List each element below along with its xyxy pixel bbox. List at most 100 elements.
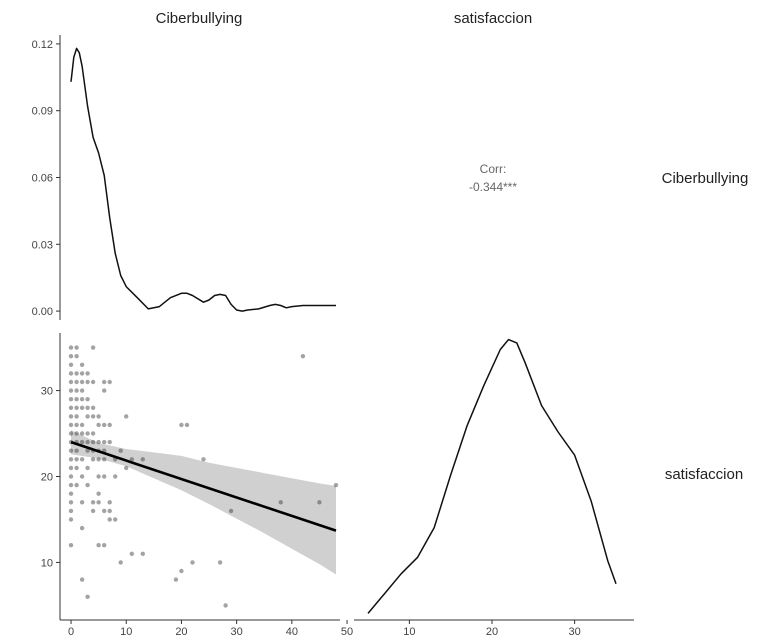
scatter-point: [79, 439, 85, 445]
scatter-point: [79, 577, 85, 582]
scatter-point: [68, 414, 74, 419]
x-tick-label: 10: [120, 626, 132, 638]
x-tick-label: 40: [286, 626, 298, 638]
scatter-point: [74, 457, 79, 462]
scatter-point: [140, 551, 145, 556]
scatter-point: [90, 431, 96, 436]
scatter-point: [85, 414, 90, 419]
scatter-point: [68, 422, 74, 428]
y-tick-label: 0.03: [32, 239, 53, 251]
scatter-point: [85, 397, 90, 402]
scatter-point: [68, 500, 74, 505]
scatter-point: [190, 560, 195, 565]
scatter-point: [74, 388, 79, 393]
scatter-point: [68, 508, 74, 514]
scatter-point: [74, 379, 79, 385]
scatter-point: [68, 543, 74, 548]
scatter-point: [68, 362, 74, 367]
x-tick-label: 0: [68, 626, 74, 638]
scatter-point: [90, 439, 96, 445]
scatter-point: [90, 405, 96, 410]
scatter-point: [85, 439, 90, 445]
scatter-point: [90, 379, 96, 385]
scatter-point: [96, 474, 101, 479]
scatter-point: [68, 405, 74, 410]
scatter-point: [90, 345, 96, 350]
regression-line: [70, 440, 337, 532]
scatter-point: [79, 388, 85, 393]
scatter-point: [68, 474, 74, 479]
scatter-point: [79, 431, 85, 436]
y-tick-label: 30: [41, 386, 53, 398]
y-tick-label: 10: [41, 557, 53, 569]
scatter-point: [102, 422, 107, 428]
scatter-point: [68, 491, 74, 496]
scatter-point: [102, 543, 107, 548]
scatter-point: [79, 457, 85, 462]
scatter-point: [102, 474, 107, 479]
scatter-point: [85, 431, 90, 436]
scatter-point: [96, 500, 101, 505]
density-ciberbullying-panel: 0.00 0.03 0.06 0.09 0.12: [32, 35, 336, 320]
scatter-point: [90, 457, 96, 462]
scatter-point: [102, 388, 107, 393]
column-label-satisfaccion: satisfaccion: [454, 10, 532, 27]
scatter-point: [96, 491, 101, 496]
scatter-point: [79, 525, 85, 531]
scatter-point: [85, 594, 90, 599]
scatter-point: [85, 405, 90, 410]
scatter-point: [107, 517, 112, 522]
scatter-point: [333, 482, 339, 488]
scatter-point: [201, 457, 206, 462]
scatter-point: [107, 508, 112, 514]
corr-label: Corr:: [480, 162, 507, 176]
scatter-point: [68, 388, 74, 393]
scatter-point: [223, 603, 228, 608]
scatter-point: [79, 371, 85, 376]
confidence-band: [71, 430, 336, 575]
scatter-point: [74, 414, 79, 419]
scatter-point: [79, 405, 85, 410]
scatter-point: [124, 414, 129, 419]
y-tick-label: 0.00: [32, 306, 53, 318]
scatter-point: [278, 500, 283, 505]
scatter-point: [74, 405, 79, 410]
correlation-panel: Corr: -0.344***: [469, 162, 517, 194]
row-label-satisfaccion: satisfaccion: [665, 466, 743, 483]
x-tick-label: 10: [403, 626, 415, 638]
scatter-point: [317, 500, 322, 505]
scatter-point: [102, 439, 107, 445]
scatter-point: [79, 500, 85, 505]
scatter-point: [129, 551, 134, 556]
scatter-point: [74, 465, 79, 471]
scatter-point: [74, 354, 79, 359]
density-curve-ciberbullying: [70, 47, 336, 312]
scatter-point: [68, 431, 74, 436]
y-tick-label: 0.12: [32, 39, 53, 51]
scatter-point: [107, 500, 112, 505]
scatter-point: [300, 354, 306, 359]
scatter-point: [85, 371, 90, 376]
scatter-point: [68, 457, 74, 462]
scatter-point: [179, 568, 184, 574]
x-tick-label: 20: [486, 626, 498, 638]
scatter-point: [96, 543, 101, 548]
scatter-point: [107, 422, 112, 428]
scatter-point: [68, 517, 74, 522]
scatter-point: [79, 422, 85, 428]
scatter-point: [79, 362, 85, 367]
scatter-point: [79, 379, 85, 385]
scatter-point: [74, 482, 79, 488]
scatter-point: [217, 560, 223, 565]
scatter-point: [74, 422, 79, 428]
scatter-point: [118, 448, 123, 453]
scatter-point: [118, 560, 123, 565]
scatter-point: [113, 517, 118, 522]
scatter-point: [129, 457, 134, 462]
scatter-point: [74, 448, 79, 453]
scatter-point: [68, 448, 74, 453]
scatter-panel: 10 20 30 0 10 20 30 40 50: [41, 333, 353, 638]
scatter-point: [107, 379, 112, 385]
scatter-point: [74, 371, 79, 376]
